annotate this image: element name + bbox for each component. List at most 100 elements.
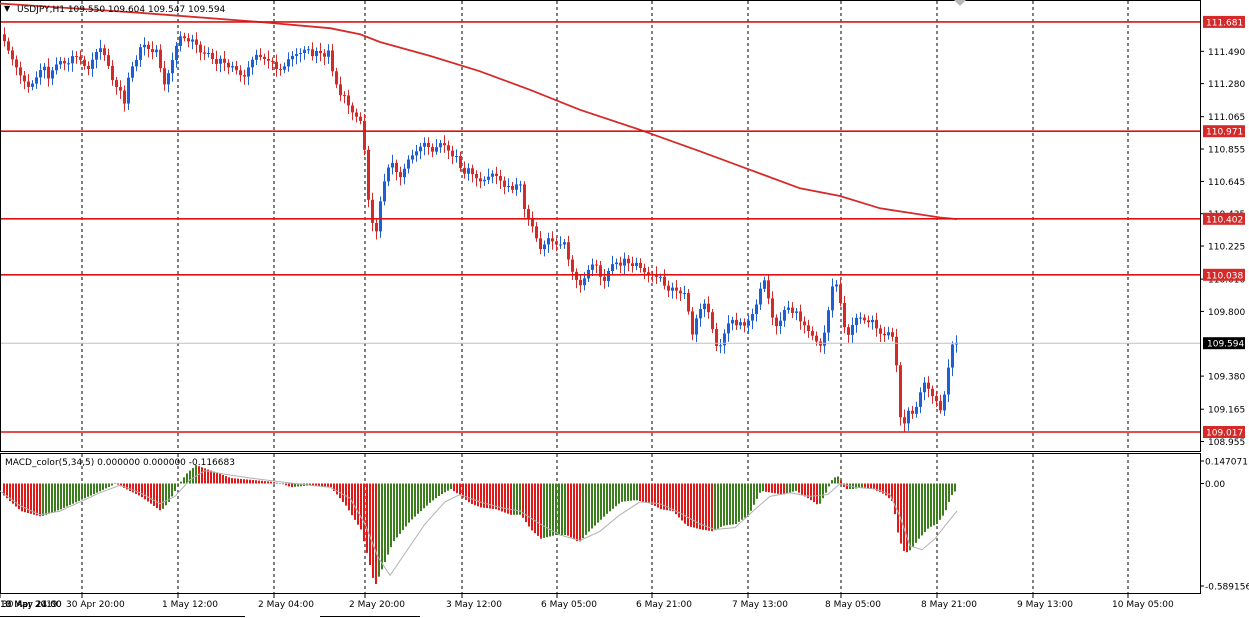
price-tick-label: 110.225	[1208, 243, 1245, 253]
candle-body	[103, 48, 106, 56]
macd-bar	[792, 483, 794, 492]
candle-body	[511, 186, 514, 190]
price-tick-label: 109.380	[1208, 373, 1245, 383]
macd-bar	[213, 471, 215, 484]
candle-body	[667, 285, 670, 291]
candle-body	[711, 312, 714, 330]
macd-bar	[357, 483, 359, 525]
horizontal-levels[interactable]	[1, 21, 1200, 433]
candle-body	[679, 290, 682, 294]
macd-bar	[879, 483, 881, 493]
macd-bar	[369, 483, 371, 565]
macd-bar	[735, 483, 737, 524]
candle-body	[19, 67, 22, 76]
candle-body	[943, 394, 946, 411]
macd-bar	[168, 483, 170, 502]
candle-body	[939, 401, 942, 411]
macd-bar	[420, 483, 422, 512]
candle-body	[491, 173, 494, 177]
candle-body	[419, 146, 422, 152]
macd-bar	[39, 483, 41, 517]
price-axis[interactable]: 111.490 111.280 111.065 110.855 110.645 110.4…	[1200, 15, 1245, 448]
candle-body	[275, 61, 278, 69]
level-tags: 111.681 110.971 110.402 110.038 109.017	[1203, 15, 1245, 439]
candle-body	[339, 84, 342, 96]
candle-body	[487, 176, 490, 180]
macd-bar	[426, 483, 428, 506]
candle-body	[235, 66, 238, 71]
macd-bar	[126, 483, 128, 490]
candle-body	[155, 49, 158, 53]
macd-bar	[678, 483, 680, 518]
macd-bar	[201, 467, 203, 484]
macd-bar	[738, 483, 740, 522]
macd-bar	[309, 483, 311, 486]
time-tick-label: 2 May 20:00	[349, 600, 405, 610]
candle-body	[891, 332, 894, 337]
macd-bar	[933, 483, 935, 526]
macd-bar	[360, 483, 362, 530]
candle-body	[931, 388, 934, 397]
candle-body	[151, 49, 154, 53]
candle-body	[107, 55, 110, 66]
macd-bar	[867, 483, 869, 489]
candle-body	[699, 309, 702, 319]
macd-bar	[120, 483, 122, 487]
macd-bar	[627, 483, 629, 501]
candle-body	[259, 54, 262, 57]
macd-bar	[300, 483, 302, 487]
macd-bar	[639, 483, 641, 501]
chart-shift-marker-icon[interactable]	[954, 0, 966, 6]
macd-bar	[288, 483, 290, 487]
candle-body	[483, 179, 486, 182]
macd-bar	[807, 483, 809, 499]
candle-body	[615, 262, 618, 265]
macd-bar	[558, 483, 560, 535]
candle-body	[687, 293, 690, 312]
candle-body	[39, 70, 42, 78]
candle-body	[119, 87, 122, 91]
macd-bar	[30, 483, 32, 514]
macd-bar	[60, 483, 62, 510]
macd-bar	[645, 483, 647, 503]
macd-bar	[327, 483, 329, 487]
macd-bar	[588, 483, 590, 532]
macd-bar	[48, 483, 50, 514]
macd-bar	[561, 483, 563, 535]
candle-body	[331, 50, 334, 72]
macd-bar	[855, 483, 857, 489]
candle-body	[887, 332, 890, 336]
candle-body	[99, 48, 102, 52]
candle-body	[343, 95, 346, 97]
candle-body	[123, 90, 126, 104]
candle-body	[599, 265, 602, 277]
macd-bar	[783, 483, 785, 495]
candle-body	[347, 95, 350, 106]
macd-bar	[891, 483, 893, 501]
macd-bar	[138, 483, 140, 496]
price-panel[interactable]: USDJPY,H1 109.550 109.604 109.547 109.59…	[0, 0, 1201, 452]
candle-body	[183, 36, 186, 39]
macd-bar	[24, 483, 26, 513]
macd-panel[interactable]: MACD_color(5,34,5) 0.000000 0.000000 -0.…	[0, 453, 1249, 594]
time-tick-label: 10 May 21:00	[0, 600, 62, 610]
candle-body	[803, 321, 806, 326]
macd-bar	[429, 483, 431, 503]
macd-bar	[411, 483, 413, 520]
macd-bar	[210, 470, 212, 484]
collapse-triangle-icon[interactable]: ▼	[4, 4, 11, 13]
candle-body	[175, 45, 178, 61]
macd-bar	[123, 483, 125, 488]
macd-bar	[141, 483, 143, 498]
macd-bar	[924, 483, 926, 532]
macd-bar	[84, 483, 86, 499]
macd-bar	[873, 483, 875, 490]
macd-bar	[747, 483, 749, 516]
candle-body	[463, 167, 466, 174]
candle-body	[383, 181, 386, 202]
macd-bar	[789, 483, 791, 493]
macd-bar	[441, 483, 443, 494]
macd-bar	[714, 483, 716, 531]
candle-body	[903, 417, 906, 424]
